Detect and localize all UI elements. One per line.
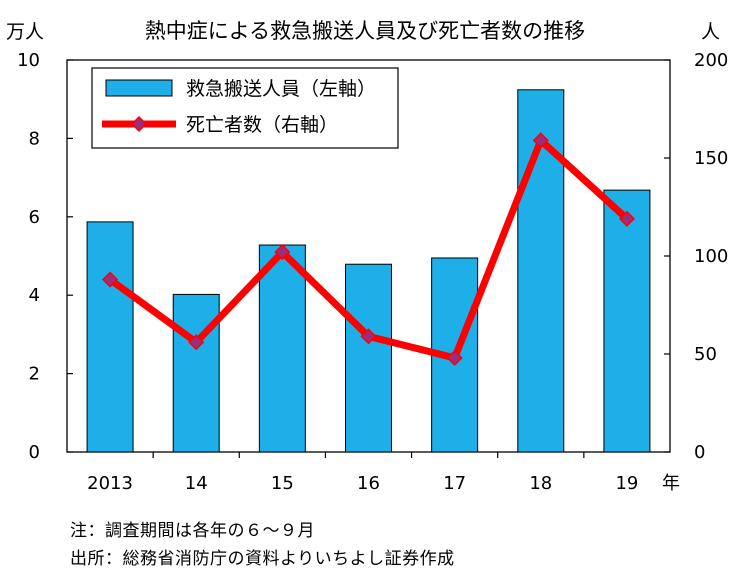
x-axis-unit: 年 xyxy=(662,473,680,494)
left-axis-tick-label: 2 xyxy=(29,364,40,385)
right-axis-tick-label: 50 xyxy=(694,344,717,365)
x-axis-tick-label: 15 xyxy=(271,473,294,494)
x-axis-tick-label: 19 xyxy=(615,473,638,494)
bar xyxy=(258,244,306,453)
death-point xyxy=(532,132,549,149)
right-axis-tick-label: 200 xyxy=(694,50,728,71)
left-axis-tick-label: 0 xyxy=(29,442,40,463)
legend-swatch-bar xyxy=(105,79,173,97)
death-point xyxy=(188,334,205,351)
death-point xyxy=(102,271,119,288)
death-point xyxy=(274,244,291,261)
legend-label-line: 死亡者数（右軸） xyxy=(186,114,338,136)
note-survey-period: 注：調査期間は各年の６～９月 xyxy=(70,521,315,541)
left-axis-tick-label: 10 xyxy=(17,50,40,71)
left-axis-tick-label: 8 xyxy=(29,128,40,149)
bar xyxy=(172,293,220,453)
x-axis-tick-label: 18 xyxy=(529,473,552,494)
legend: 救急搬送人員（左軸） 死亡者数（右軸） xyxy=(91,67,399,149)
bar xyxy=(86,221,134,453)
x-axis-tick-label: 2013 xyxy=(87,473,133,494)
legend-label-bar: 救急搬送人員（左軸） xyxy=(186,78,376,100)
right-axis-unit: 人 xyxy=(701,21,720,43)
legend-swatch-marker xyxy=(130,115,148,133)
right-axis-tick-label: 100 xyxy=(694,246,728,267)
chart: 熱中症による救急搬送人員及び死亡者数の推移 万人 人 年 02468100501… xyxy=(6,19,728,494)
x-axis-tick-label: 14 xyxy=(185,473,208,494)
chart-title: 熱中症による救急搬送人員及び死亡者数の推移 xyxy=(145,19,585,43)
left-axis-tick-label: 4 xyxy=(29,285,40,306)
right-axis-tick-label: 150 xyxy=(694,148,728,169)
death-point xyxy=(360,328,377,345)
left-axis-unit: 万人 xyxy=(6,21,44,43)
left-axis-tick-label: 6 xyxy=(29,207,40,228)
x-axis-tick-label: 17 xyxy=(443,473,466,494)
note-source: 出所：総務省消防庁の資料よりいちよし証券作成 xyxy=(70,549,455,569)
bar xyxy=(345,263,392,453)
death-point xyxy=(618,210,635,227)
right-axis-tick-label: 0 xyxy=(694,442,705,463)
x-axis-tick-label: 16 xyxy=(357,473,380,494)
bar xyxy=(603,189,651,453)
death-point xyxy=(446,349,463,366)
